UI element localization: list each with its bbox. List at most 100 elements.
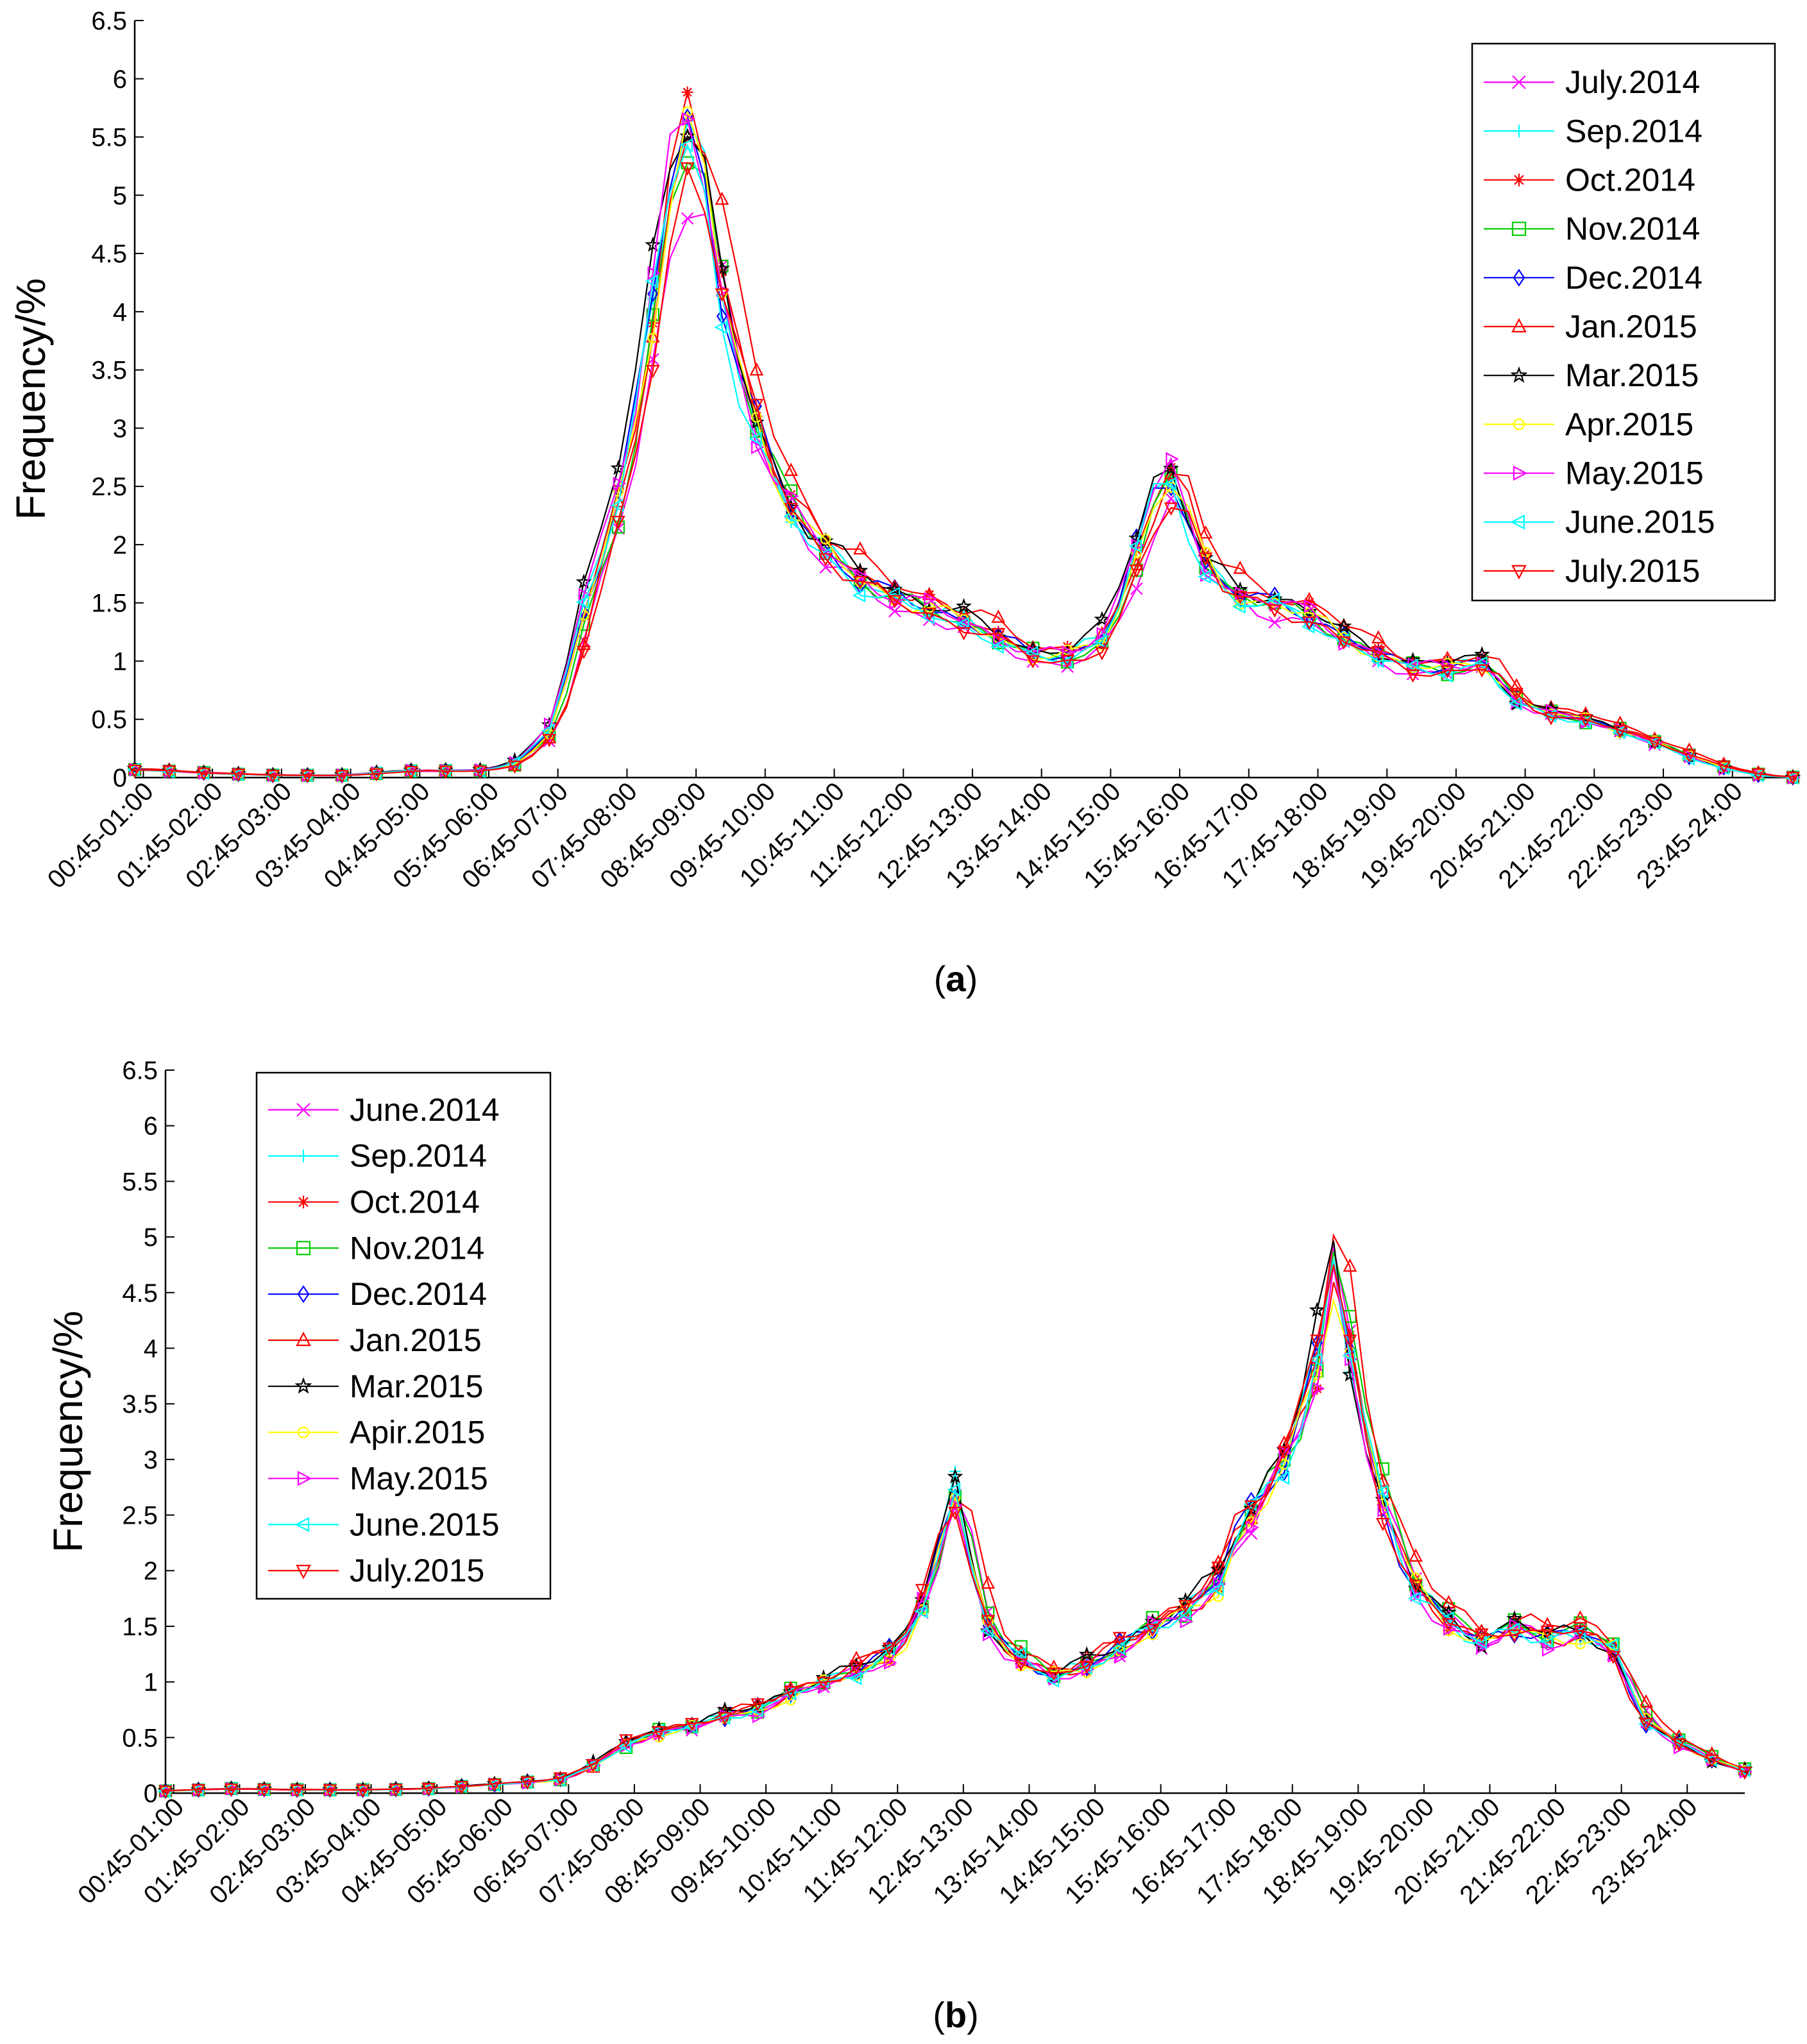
legend-label: Oct.2014 [350, 1184, 480, 1220]
data-point [751, 440, 765, 454]
y-tick-label: 0 [113, 764, 127, 792]
legend-marker [1510, 366, 1528, 383]
data-point [1180, 1614, 1194, 1629]
legend-item: June.2015 [1484, 504, 1715, 540]
data-point [993, 632, 1006, 646]
legend-item: June.2015 [268, 1506, 500, 1542]
data-point [956, 627, 971, 641]
y-tick-label: 3 [144, 1446, 158, 1474]
data-point [1786, 771, 1800, 785]
data-point [231, 769, 246, 782]
data-point [714, 320, 727, 334]
data-point [647, 285, 659, 302]
panel-a-caption: (a) [934, 958, 978, 999]
legend-marker [297, 1285, 310, 1304]
data-point [1375, 1485, 1389, 1499]
data-point [785, 488, 797, 500]
data-point [1114, 1649, 1128, 1664]
data-point [1094, 634, 1108, 649]
data-point [1682, 749, 1697, 763]
data-point [1048, 1671, 1062, 1686]
legend-label: Oct.2014 [1565, 162, 1695, 198]
data-point [1704, 1746, 1719, 1760]
data-point [645, 329, 660, 343]
legend-box [1471, 42, 1776, 602]
legend-marker [1511, 221, 1527, 236]
data-point [1233, 591, 1248, 604]
data-point [619, 1734, 633, 1748]
data-point [818, 1680, 832, 1694]
legend-label: June.2015 [350, 1506, 500, 1542]
data-point [680, 162, 695, 176]
data-point [1310, 1334, 1325, 1348]
data-point [1672, 1738, 1686, 1752]
data-point [749, 362, 764, 376]
y-tick-label: 5 [144, 1223, 158, 1252]
legend-marker [1510, 514, 1525, 530]
data-point [1302, 617, 1316, 630]
data-point [1509, 688, 1523, 701]
data-point [1377, 1503, 1391, 1518]
data-point [848, 1671, 862, 1685]
data-point [715, 288, 729, 302]
data-point [1268, 604, 1282, 618]
data-point [1145, 1623, 1160, 1637]
legend-marker [1513, 418, 1525, 430]
y-tick-label: 0.5 [91, 706, 127, 734]
data-point [852, 588, 866, 603]
data-point [1163, 477, 1176, 491]
legend: June.2014 Sep.2014 Oct.2014 Nov.2014 Dec.201… [255, 1071, 552, 1600]
data-point [1078, 1646, 1095, 1662]
data-point [1094, 611, 1110, 627]
data-point [389, 1784, 403, 1797]
data-point [160, 1785, 171, 1797]
data-point [1164, 502, 1178, 516]
legend-label: June.2015 [1565, 504, 1715, 540]
y-tick-label: 1.5 [122, 1613, 158, 1641]
data-point [652, 1726, 666, 1740]
data-point [784, 502, 799, 516]
y-tick-label: 1.5 [91, 590, 127, 618]
data-point [1244, 1500, 1259, 1514]
legend-marker [296, 1331, 311, 1347]
data-point [266, 769, 280, 783]
data-point [679, 138, 693, 153]
legend-item: Sep.2014 [1484, 113, 1702, 149]
legend-item: Dec.2014 [268, 1276, 487, 1312]
legend-label: June.2014 [350, 1092, 500, 1128]
data-point [196, 767, 211, 781]
legend-marker [1511, 565, 1527, 580]
data-point [1370, 654, 1384, 669]
legend: July.2014 Sep.2014 Oct.2014 Nov.2014 Dec.201… [1471, 42, 1776, 602]
data-point [853, 541, 867, 555]
data-point [819, 553, 833, 566]
data-point [1639, 1694, 1653, 1708]
data-point [1443, 1622, 1457, 1636]
data-point [1474, 656, 1488, 670]
legend-item: Mar.2015 [268, 1368, 483, 1404]
data-point [1244, 1527, 1258, 1540]
data-point [1371, 646, 1386, 660]
data-point [820, 534, 831, 545]
legend-marker [297, 1426, 310, 1438]
legend-item: Dec.2014 [1484, 260, 1702, 296]
panel-b-caption: (b) [933, 1995, 979, 2035]
legend-marker [1513, 124, 1525, 138]
legend-label: Nov.2014 [1565, 211, 1700, 247]
data-point [1112, 1641, 1125, 1655]
data-point [1178, 1600, 1192, 1614]
data-point [1026, 655, 1040, 669]
data-point [1405, 658, 1418, 673]
data-point [1440, 665, 1455, 679]
legend-marker [1513, 173, 1525, 187]
data-point [355, 1784, 370, 1798]
data-point [1311, 1381, 1325, 1396]
data-point [1277, 1445, 1291, 1460]
data-point [947, 1483, 961, 1497]
y-tick-label: 2 [113, 531, 127, 559]
legend-marker [297, 1195, 310, 1209]
data-point [1014, 1658, 1028, 1672]
data-point [1198, 525, 1213, 539]
data-point [1128, 529, 1145, 545]
y-tick-label: 2 [144, 1557, 158, 1585]
